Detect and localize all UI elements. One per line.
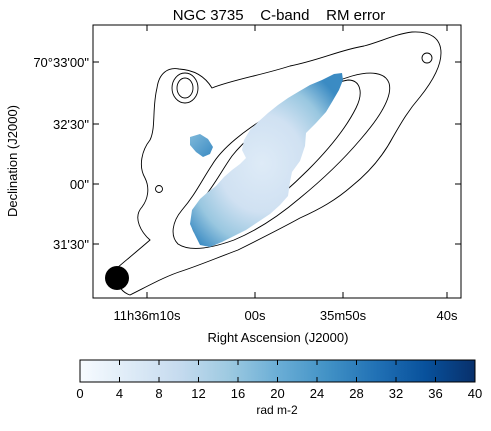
- colorbar-tick-label-4: 16: [231, 386, 245, 401]
- x-tick-label-1: 00s: [245, 308, 266, 323]
- colorbar-tick-label-6: 24: [310, 386, 324, 401]
- chart-title: NGC 3735 C-band RM error: [173, 7, 386, 24]
- contour-outer: [115, 31, 442, 296]
- colorbar-tick-label-5: 20: [270, 386, 284, 401]
- contour-middle: [172, 72, 391, 249]
- y-tick-label-0: 70°33'00": [33, 55, 89, 70]
- colorbar-label: rad m-2: [256, 403, 298, 417]
- colorbar-tick-label-1: 4: [116, 386, 123, 401]
- contour-loop-small: [176, 77, 194, 99]
- colorbar-tick-label-7: 28: [349, 386, 363, 401]
- beam-marker: [105, 266, 129, 290]
- colorbar-ticks: 0 4 8 12 16 20 24 28 32 36 40: [76, 360, 482, 401]
- x-tick-label-3: 40s: [437, 308, 458, 323]
- colorbar-tick-label-0: 0: [76, 386, 83, 401]
- x-tick-label-0: 11h36m10s: [114, 308, 181, 323]
- colorbar-tick-label-2: 8: [155, 386, 162, 401]
- colorbar-tick-label-3: 12: [191, 386, 205, 401]
- x-tick-label-2: 35m50s: [320, 308, 367, 323]
- contour-loop-left: [155, 185, 163, 193]
- y-tick-label-2: 00": [70, 177, 89, 192]
- colorbar-tick-label-9: 36: [428, 386, 442, 401]
- colorbar-tick-label-8: 32: [389, 386, 403, 401]
- contour-loop-large: [171, 72, 199, 104]
- colorbar-tick-label-10: 40: [468, 386, 482, 401]
- rm-error-main-region: [190, 73, 343, 247]
- x-tick-marks: [146, 25, 448, 298]
- plot-content: [105, 31, 442, 296]
- contour-loop-right: [421, 52, 433, 64]
- y-tick-label-1: 32'30": [53, 117, 89, 132]
- y-tick-label-3: 31'30": [53, 237, 89, 252]
- y-tick-marks: [93, 61, 461, 245]
- rm-error-blob-region: [190, 134, 213, 157]
- x-axis-label: Right Ascension (J2000): [208, 330, 349, 345]
- y-axis-label: Declination (J2000): [5, 105, 20, 217]
